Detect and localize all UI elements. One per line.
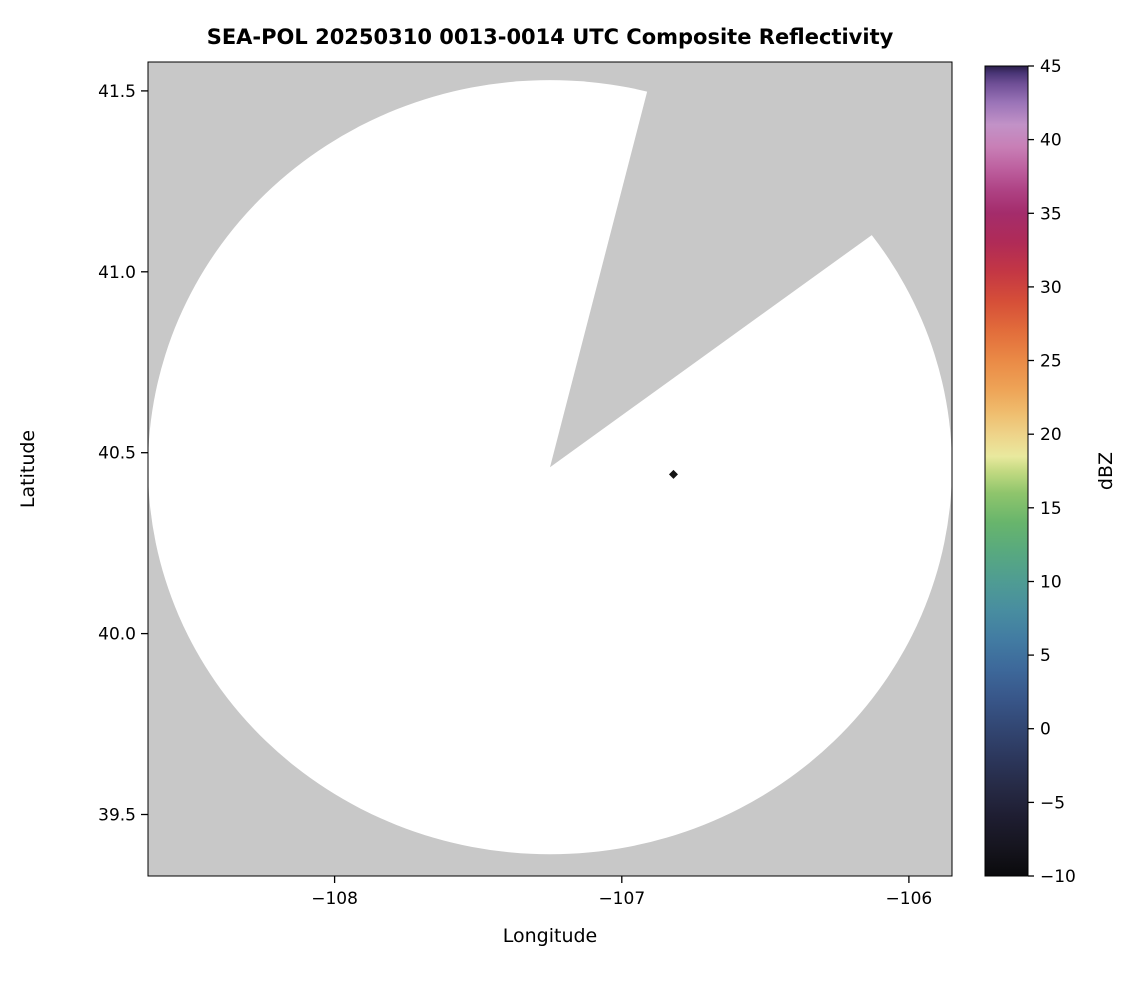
colorbar-tick-label: 0	[1040, 720, 1051, 740]
x-axis-ticks: −108 −107 −106	[311, 876, 932, 909]
colorbar-label: dBZ	[1095, 452, 1117, 490]
colorbar-tick-label: 15	[1040, 499, 1062, 519]
colorbar-tick-label: 45	[1040, 57, 1062, 77]
y-axis-ticks: 39.5 40.0 40.5 41.0 41.5	[98, 82, 148, 826]
radar-blocked-sector	[550, 62, 952, 468]
colorbar-tick-label: −5	[1040, 793, 1065, 813]
colorbar-tick-label: −10	[1040, 867, 1076, 887]
colorbar-tick-label: 30	[1040, 278, 1062, 298]
colorbar-ticks: 45 40 35 30 25 20 15 10 5 0 −5 −10	[1028, 57, 1076, 887]
y-tick-label: 40.5	[98, 444, 136, 464]
colorbar-tick-label: 5	[1040, 646, 1051, 666]
x-tick-label: −107	[598, 889, 645, 909]
echo-point-marker	[668, 469, 678, 479]
x-axis-label: Longitude	[503, 925, 598, 947]
x-tick-label: −108	[311, 889, 358, 909]
x-tick-label: −106	[886, 889, 933, 909]
plot-frame	[147, 61, 953, 877]
y-tick-label: 40.0	[98, 625, 136, 645]
colorbar-tick-label: 35	[1040, 204, 1062, 224]
plot-content	[148, 62, 952, 855]
chart-title: SEA-POL 20250310 0013-0014 UTC Composite…	[207, 25, 894, 49]
y-tick-label: 41.5	[98, 82, 136, 102]
colorbar-tick-label: 20	[1040, 425, 1062, 445]
y-tick-label: 41.0	[98, 263, 136, 283]
colorbar-tick-label: 10	[1040, 573, 1062, 593]
y-axis-label: Latitude	[17, 430, 39, 508]
colorbar-tick-label: 25	[1040, 352, 1062, 372]
colorbar	[984, 65, 1029, 877]
y-tick-label: 39.5	[98, 806, 136, 826]
colorbar-tick-label: 40	[1040, 131, 1062, 151]
